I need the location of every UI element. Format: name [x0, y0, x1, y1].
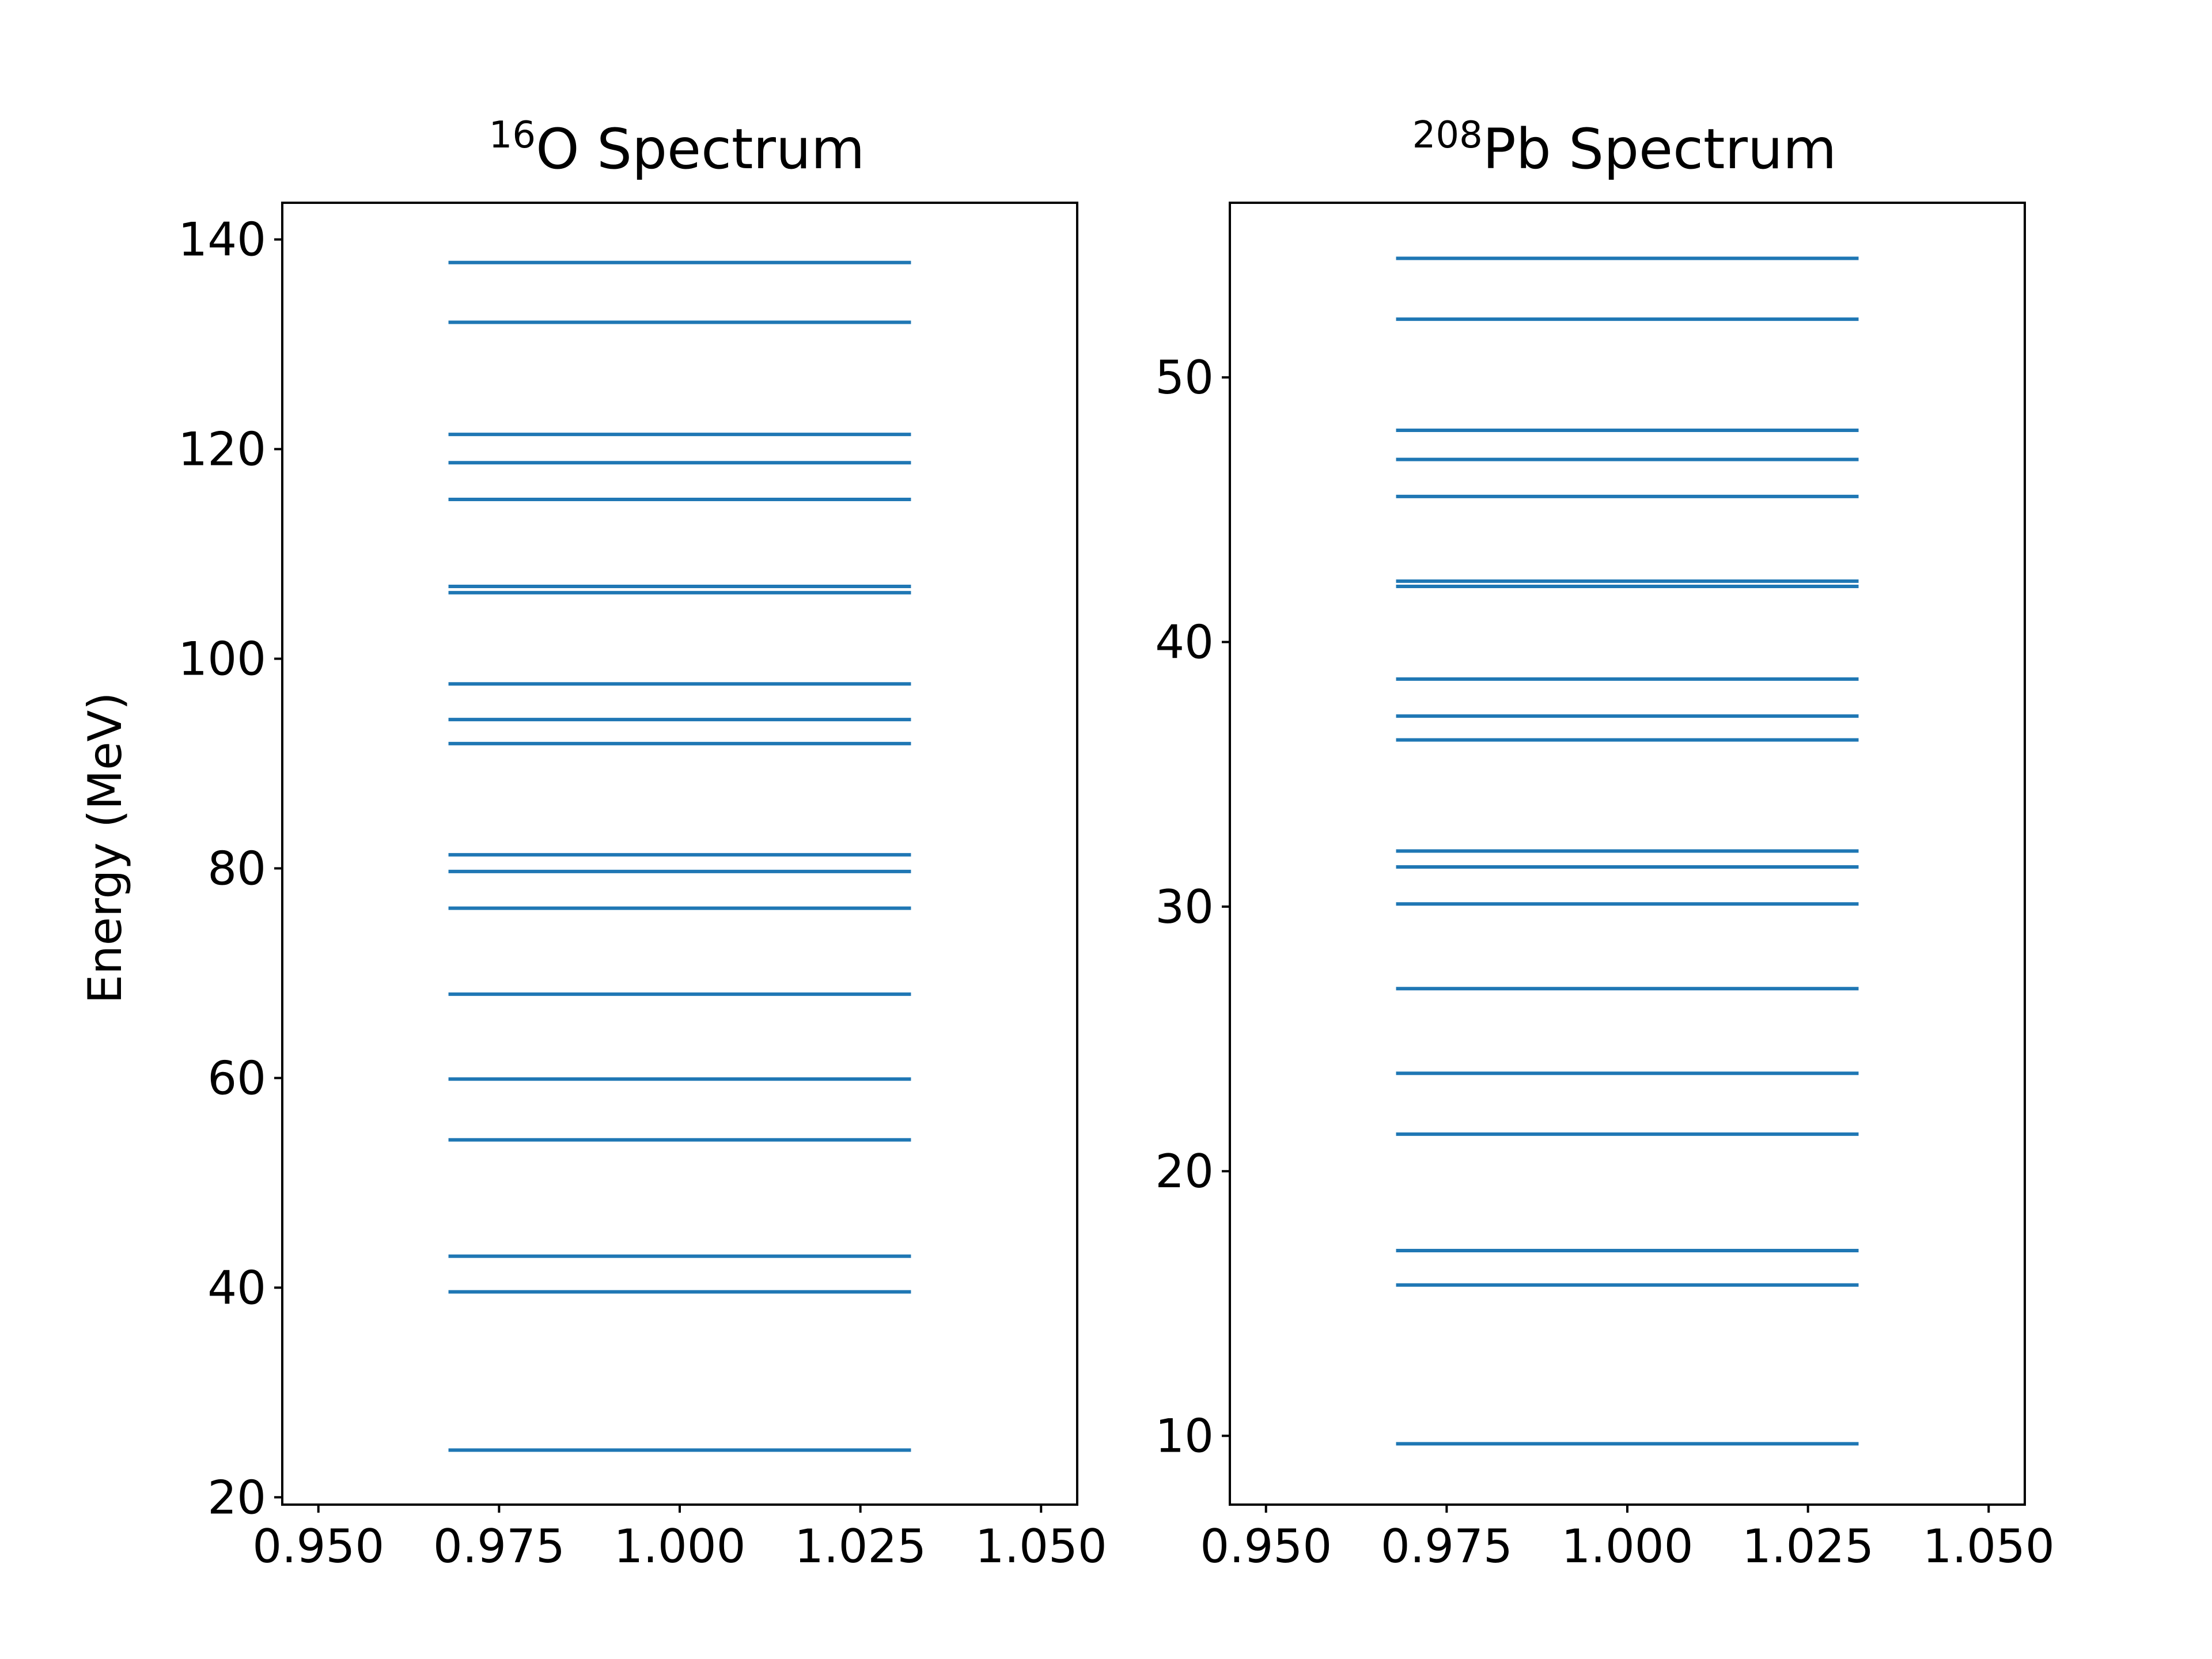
plot-frame-pb208: [1229, 202, 2026, 1506]
energy-levels-pb208: [1396, 256, 1859, 1446]
title-superscript: 16: [489, 114, 536, 157]
chart-title-pb208: 208Pb Spectrum: [1412, 114, 1837, 181]
plot-frame-o16: [281, 202, 1078, 1506]
y-tick-label: 60: [207, 1051, 266, 1105]
x-tick-label: 0.950: [1200, 1520, 1332, 1573]
y-tick-label: 80: [207, 842, 266, 895]
y-tick-label: 20: [207, 1471, 266, 1524]
chart-title-o16: 16O Spectrum: [489, 114, 865, 181]
energy-levels-o16: [448, 260, 911, 1452]
x-tick-label: 0.975: [1381, 1520, 1513, 1573]
x-tick-label: 1.050: [1923, 1520, 2055, 1573]
y-ticks-pb208: 10 20 30 40 50: [1155, 351, 1230, 1463]
y-tick-label: 30: [1155, 880, 1214, 934]
y-tick-label: 140: [178, 213, 266, 267]
y-ticks-o16: 20 40 60 80 100 120 140: [178, 213, 282, 1524]
y-axis-label: Energy (MeV): [78, 692, 132, 1004]
x-tick-label: 1.025: [794, 1520, 926, 1573]
x-ticks-o16: 0.950 0.975 1.000 1.025 1.050: [252, 1505, 1107, 1573]
title-superscript: 208: [1412, 114, 1483, 157]
y-tick-label: 20: [1155, 1145, 1214, 1198]
x-tick-label: 0.975: [433, 1520, 565, 1573]
x-tick-label: 1.025: [1742, 1520, 1874, 1573]
y-tick-label: 120: [178, 423, 266, 476]
y-tick-label: 40: [207, 1261, 266, 1315]
y-tick-label: 40: [1155, 616, 1214, 669]
title-text: Pb Spectrum: [1483, 117, 1837, 181]
o16-spectrum-panel: 16O Spectrum Energy (MeV) 20 40 60 80 100 120…: [78, 114, 1107, 1573]
pb208-spectrum-panel: 208Pb Spectrum 10 20 30 40 50 0.950 0.975 1.00…: [1155, 114, 2055, 1573]
y-tick-label: 10: [1155, 1410, 1214, 1463]
x-tick-label: 1.000: [1561, 1520, 1693, 1573]
x-tick-label: 1.000: [613, 1520, 745, 1573]
x-tick-label: 1.050: [975, 1520, 1107, 1573]
y-tick-label: 100: [178, 632, 266, 686]
title-text: O Spectrum: [536, 117, 865, 181]
x-ticks-pb208: 0.950 0.975 1.000 1.025 1.050: [1200, 1505, 2055, 1573]
x-tick-label: 0.950: [252, 1520, 384, 1573]
y-tick-label: 50: [1155, 351, 1214, 404]
